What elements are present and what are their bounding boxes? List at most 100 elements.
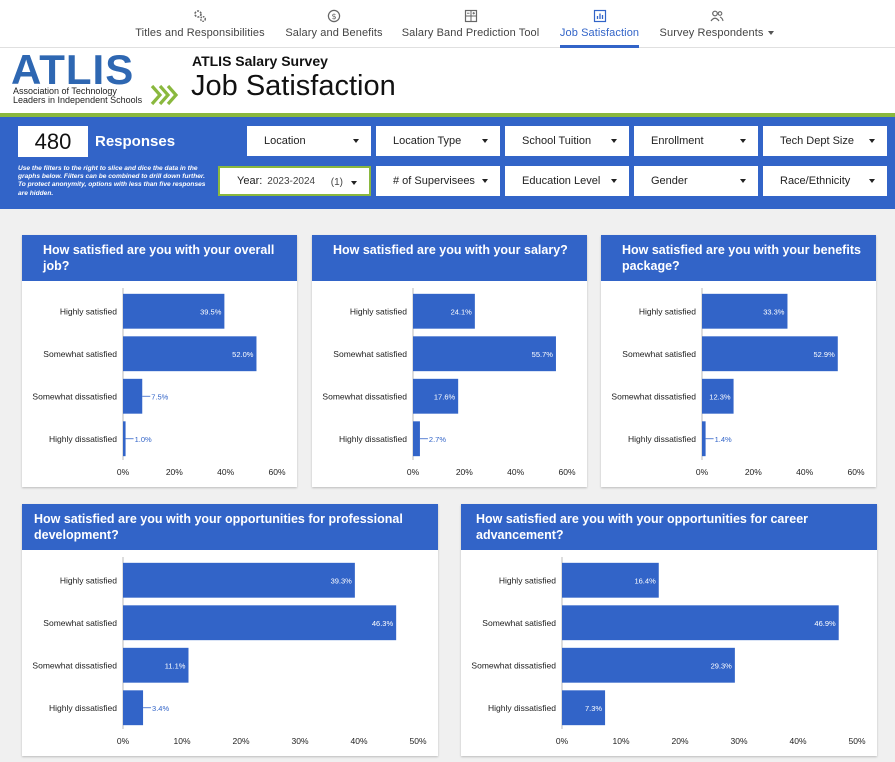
data-label: 39.3% (331, 576, 353, 585)
bar-chart-professional-development: Highly satisfied 39.3% Somewhat satisfied 4… (32, 557, 427, 746)
filter-location-type[interactable]: Location Type (376, 126, 500, 156)
svg-text:Leaders in Independent Schools: Leaders in Independent Schools (13, 95, 143, 105)
bar[interactable] (562, 562, 659, 598)
filter-school-tuition[interactable]: School Tuition (505, 126, 629, 156)
bar[interactable] (413, 421, 420, 457)
chevron-down-icon (482, 179, 488, 183)
bar[interactable] (123, 336, 257, 372)
category-label: Highly dissatisfied (488, 703, 556, 713)
bar[interactable] (123, 421, 126, 457)
data-label: 17.6% (434, 392, 456, 401)
category-label: Somewhat dissatisfied (32, 391, 117, 401)
tab-titles-and-responsibilities[interactable]: Titles and Responsibilities (133, 0, 267, 48)
chevron-down-icon (611, 139, 617, 143)
data-label: 52.9% (813, 350, 835, 359)
x-tick-label: 30% (730, 736, 747, 746)
bar[interactable] (702, 293, 788, 329)
bar-chart-salary: Highly satisfied 24.1% Somewhat satisfied 5… (322, 288, 576, 477)
bar[interactable] (123, 690, 144, 726)
bar[interactable] (562, 647, 735, 683)
bar[interactable] (123, 378, 143, 414)
x-tick-label: 0% (117, 736, 130, 746)
bar[interactable] (702, 421, 706, 457)
x-tick-label: 0% (117, 467, 130, 477)
x-tick-label: 40% (350, 736, 367, 746)
x-tick-label: 20% (745, 467, 762, 477)
bar-chart-career-advancement: Highly satisfied 16.4% Somewhat satisfied 4… (471, 557, 866, 746)
chart-card-career-advancement: How satisfied are you with your opportun… (461, 504, 877, 756)
filter-gender[interactable]: Gender (634, 166, 758, 196)
bar-chart-overall-job: Highly satisfied 39.5% Somewhat satisfied 5… (32, 288, 286, 477)
chevron-down-icon (611, 179, 617, 183)
category-label: Somewhat dissatisfied (471, 660, 556, 670)
chevron-down-icon (353, 139, 359, 143)
bar[interactable] (123, 562, 355, 598)
filter-race-ethnicity[interactable]: Race/Ethnicity (763, 166, 887, 196)
bar[interactable] (123, 605, 397, 641)
x-tick-label: 10% (612, 736, 629, 746)
filter-location[interactable]: Location (247, 126, 371, 156)
responses-count: 480 (18, 126, 88, 157)
bar[interactable] (413, 336, 556, 372)
chevron-down-icon (740, 139, 746, 143)
tab-salary-band-prediction-tool[interactable]: Salary Band Prediction Tool (402, 0, 539, 48)
data-label: 7.5% (151, 392, 168, 401)
x-tick-label: 10% (173, 736, 190, 746)
data-label: 11.1% (165, 661, 186, 670)
chevron-down-icon (869, 139, 875, 143)
filter-year-value: 2023-2024 (267, 175, 316, 187)
bar[interactable] (562, 605, 839, 641)
bar[interactable] (702, 378, 734, 414)
tab-survey-respondents[interactable]: Survey Respondents (660, 0, 775, 48)
data-label: 2.7% (429, 435, 446, 444)
bar[interactable] (123, 293, 225, 329)
filter-tech-dept-size[interactable]: Tech Dept Size (763, 126, 887, 156)
bar[interactable] (413, 378, 459, 414)
category-label: Somewhat satisfied (43, 349, 117, 359)
data-label: 12.3% (709, 392, 731, 401)
category-label: Somewhat satisfied (482, 618, 556, 628)
filter-label: Tech Dept Size (780, 135, 854, 147)
filter-year[interactable]: Year: 2023-2024 (1) (218, 166, 371, 196)
tab-job-satisfaction[interactable]: Job Satisfaction (560, 0, 639, 48)
data-label: 16.4% (634, 576, 656, 585)
bar[interactable] (413, 293, 475, 329)
category-label: Somewhat dissatisfied (611, 391, 696, 401)
data-label: 55.7% (532, 350, 554, 359)
chevron-down-icon (740, 179, 746, 183)
tab-label: Salary and Benefits (285, 27, 383, 39)
x-tick-label: 40% (507, 467, 524, 477)
category-label: Somewhat satisfied (43, 618, 117, 628)
tab-salary-and-benefits[interactable]: $ Salary and Benefits (283, 0, 385, 48)
x-tick-label: 30% (291, 736, 308, 746)
data-label: 3.4% (152, 704, 169, 713)
filter-enrollment[interactable]: Enrollment (634, 126, 758, 156)
bar[interactable] (562, 690, 606, 726)
data-label: 7.3% (585, 704, 602, 713)
category-label: Highly dissatisfied (49, 703, 117, 713)
data-label: 46.3% (372, 619, 394, 628)
chevron-down-icon (482, 139, 488, 143)
chart-card-overall-job: How satisfied are you with your overall … (22, 235, 297, 487)
filter-label: Year: (237, 175, 263, 187)
filter-help-text: Use the filters to the right to slice an… (18, 165, 206, 197)
x-tick-label: 60% (558, 467, 575, 477)
svg-text:Association of Technology: Association of Technology (13, 86, 117, 96)
bar[interactable] (123, 647, 189, 683)
chevron-down-icon (351, 181, 357, 185)
filter-label: # of Supervisees (393, 175, 475, 187)
category-label: Highly satisfied (60, 306, 117, 316)
x-tick-label: 50% (409, 736, 426, 746)
category-label: Somewhat satisfied (622, 349, 696, 359)
chevron-down-icon (869, 179, 875, 183)
x-tick-label: 40% (796, 467, 813, 477)
data-label: 33.3% (763, 307, 785, 316)
bar[interactable] (702, 336, 838, 372)
chart-title: How satisfied are you with your benefits… (601, 235, 876, 281)
category-label: Highly dissatisfied (628, 434, 696, 444)
category-label: Highly satisfied (639, 306, 696, 316)
chart-card-salary: How satisfied are you with your salary? … (312, 235, 587, 487)
filter-supervisees[interactable]: # of Supervisees (376, 166, 500, 196)
filter-education-level[interactable]: Education Level (505, 166, 629, 196)
x-tick-label: 0% (407, 467, 420, 477)
